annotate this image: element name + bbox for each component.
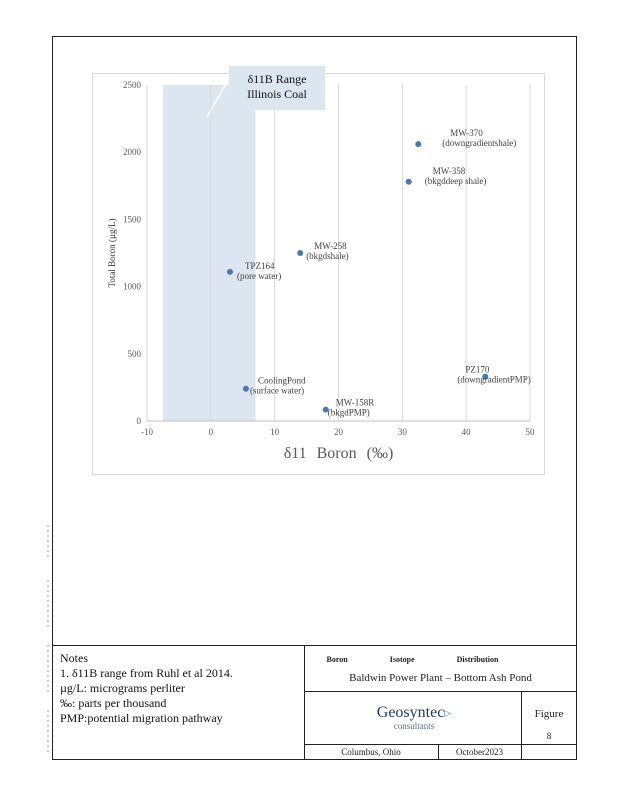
figure-label: Figure — [534, 708, 564, 720]
y-tick-label: 2000 — [123, 147, 142, 157]
x-tick-label: 30 — [398, 427, 408, 437]
company-sub: consultants — [393, 721, 435, 731]
location: Columbus, Ohio — [341, 747, 401, 757]
x-tick-label: 40 — [462, 427, 472, 437]
data-point — [482, 373, 489, 380]
y-tick-label: 0 — [137, 416, 142, 426]
point-label-name: PZ170 — [465, 365, 490, 375]
figure-title: Boron Isotope Distribution — [304, 655, 521, 664]
y-tick-label: 2500 — [123, 80, 142, 90]
point-label-name: MW-258 — [314, 241, 347, 251]
shaded-range — [162, 85, 256, 421]
company-name: Geosyntec — [376, 704, 445, 721]
x-axis-title: δ11 Boron (‰) — [284, 445, 394, 462]
logo-triangle-icon: ▷ — [444, 708, 452, 718]
note-line-1: 1. δ11B range from Ruhl et al 2014. — [60, 666, 233, 680]
point-label-desc: (downgradientPMP) — [457, 375, 530, 385]
data-point — [242, 385, 249, 392]
page-frame — [52, 36, 577, 760]
data-point — [415, 141, 422, 148]
data-point — [226, 268, 233, 275]
data-point — [405, 178, 412, 185]
y-axis-title: Total Boron (µg/L) — [107, 218, 117, 287]
x-tick-label: 10 — [270, 427, 280, 437]
point-label-name: MW-358 — [433, 166, 466, 176]
date: October2023 — [456, 747, 503, 757]
figure-title-a: Boron Isotope — [326, 655, 415, 664]
figure-title-b: Distribution — [456, 655, 499, 664]
point-label-desc: (bkgddeep shale) — [425, 176, 487, 186]
point-label-desc: (pore water) — [237, 271, 281, 281]
point-label-name: MW-370 — [450, 128, 483, 138]
point-label-name: MW-158R — [336, 398, 375, 408]
notes-section: Notes 1. δ11B range from Ruhl et al 2014… — [60, 651, 300, 726]
note-line-3: ‰: parts per thousand — [60, 696, 167, 710]
point-label-desc: (bkgdPMP) — [328, 408, 370, 418]
data-point — [297, 250, 304, 256]
x-tick-label: 20 — [334, 427, 344, 437]
title-block-line-2 — [304, 744, 577, 745]
side-margin-marks — [47, 525, 49, 755]
note-line-4: PMP:potential migration pathway — [60, 711, 223, 725]
x-tick-label: 50 — [526, 427, 536, 437]
point-label-name: CoolingPond — [258, 376, 306, 386]
notes-heading: Notes — [60, 651, 88, 665]
y-tick-label: 1000 — [123, 282, 142, 292]
company-logo: Geosyntec▷ consultants — [344, 704, 484, 732]
chart-area: -10 0 10 20 30 40 50 0 500 1000 1500 2000 2500 δ11 Bo… — [92, 73, 545, 475]
callout-line1: δ11B Range — [247, 72, 307, 86]
note-line-2: µg/L: micrograms perliter — [60, 681, 185, 695]
point-label-desc: (surface water) — [250, 386, 304, 396]
notes-divider — [52, 645, 577, 646]
point-label-desc: (bkgdshale) — [306, 251, 349, 261]
x-tick-label: -10 — [141, 427, 153, 437]
title-block-vline-1 — [521, 691, 522, 760]
data-point — [322, 406, 329, 413]
point-label-name: TPZ164 — [245, 261, 275, 271]
title-block: Boron Isotope Distribution Baldwin Power… — [304, 645, 577, 760]
title-block-divider — [304, 645, 305, 760]
figure-number: 8 — [546, 731, 552, 741]
callout-line2: Illinois Coal — [247, 87, 307, 101]
y-tick-label: 1500 — [123, 214, 142, 224]
plant-name: Baldwin Power Plant – Bottom Ash Pond — [349, 672, 532, 684]
illinois-coal-callout: δ11B Range Illinois Coal — [229, 66, 325, 110]
point-label-desc: (downgradientshale) — [442, 138, 516, 148]
y-tick-label: 500 — [128, 349, 142, 359]
title-block-vline-2 — [438, 744, 439, 760]
x-tick-label: 0 — [209, 427, 214, 437]
title-block-line-1 — [304, 691, 577, 692]
